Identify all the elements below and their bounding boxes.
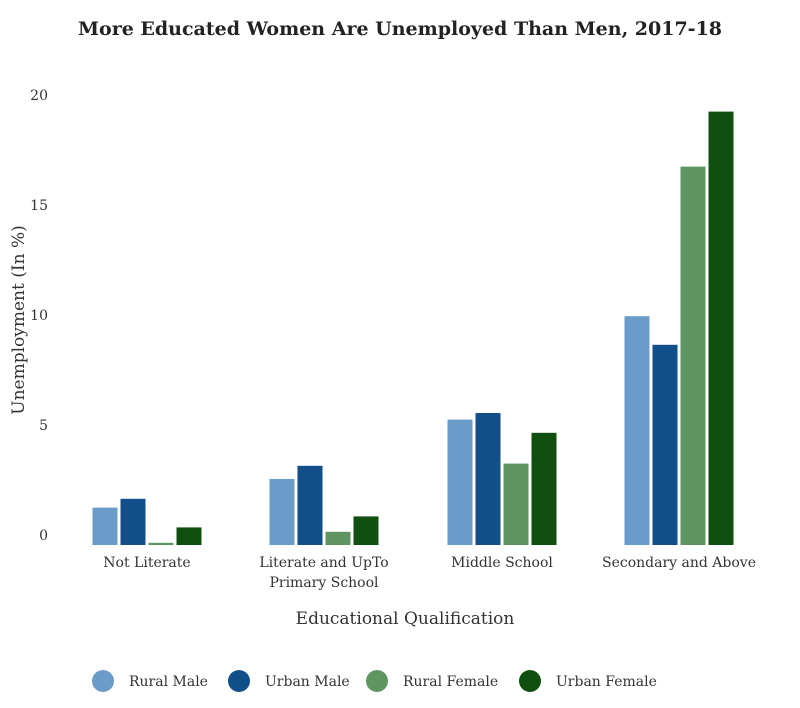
legend-label: Urban Male xyxy=(265,674,350,690)
chart-title: More Educated Women Are Unemployed Than … xyxy=(77,18,723,40)
bar-urban-male xyxy=(475,413,501,545)
bar-urban-female xyxy=(353,516,379,545)
bar-rural-female xyxy=(503,463,529,545)
bar-rural-male xyxy=(92,507,118,545)
x-tick-label: Primary School xyxy=(269,575,379,591)
legend-swatch xyxy=(228,670,250,692)
legend-swatch xyxy=(92,670,114,692)
legend-label: Urban Female xyxy=(556,674,657,690)
bar-urban-female xyxy=(176,527,202,545)
x-tick-label: Secondary and Above xyxy=(602,555,756,571)
bar-rural-female xyxy=(148,542,174,545)
y-tick-label: 20 xyxy=(30,88,48,104)
bar-rural-male xyxy=(624,316,650,545)
bar-rural-female xyxy=(680,166,706,545)
x-axis-label: Educational Qualification xyxy=(296,609,515,629)
bar-rural-male xyxy=(447,419,473,545)
legend-label: Rural Male xyxy=(129,674,208,690)
bar-rural-female xyxy=(325,531,351,545)
x-tick-label: Middle School xyxy=(451,555,553,571)
bar-urban-female xyxy=(708,111,734,545)
legend-swatch xyxy=(366,670,388,692)
y-tick-label: 10 xyxy=(30,308,48,324)
y-axis-label: Unemployment (In %) xyxy=(9,225,29,414)
legend-label: Rural Female xyxy=(403,674,498,690)
bar-urban-male xyxy=(297,465,323,545)
bar-urban-male xyxy=(120,498,146,545)
bar-urban-female xyxy=(531,432,557,545)
bar-urban-male xyxy=(652,344,678,545)
x-tick-label: Not Literate xyxy=(103,555,190,571)
bar-rural-male xyxy=(269,479,295,545)
y-tick-label: 0 xyxy=(39,528,48,544)
legend-swatch xyxy=(519,670,541,692)
y-tick-label: 5 xyxy=(39,418,48,434)
x-tick-label: Literate and UpTo xyxy=(259,555,388,571)
y-tick-label: 15 xyxy=(30,198,48,214)
